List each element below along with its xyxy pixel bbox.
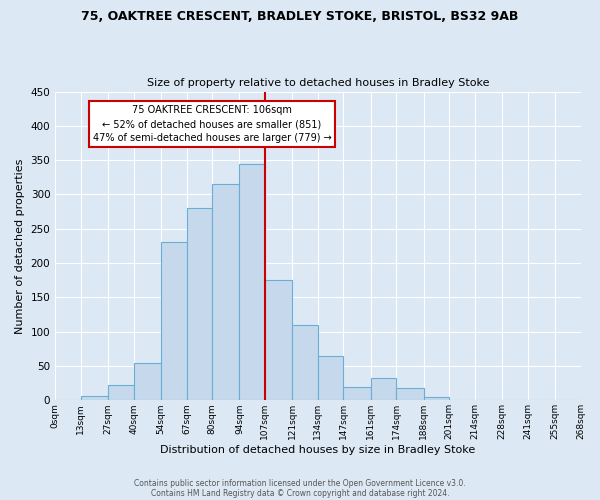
Bar xyxy=(265,280,292,400)
Bar xyxy=(396,388,424,400)
Bar xyxy=(371,378,396,400)
Text: 75 OAKTREE CRESCENT: 106sqm
← 52% of detached houses are smaller (851)
47% of se: 75 OAKTREE CRESCENT: 106sqm ← 52% of det… xyxy=(92,106,331,144)
Bar xyxy=(343,386,371,400)
Bar xyxy=(292,325,318,400)
Bar xyxy=(239,164,265,400)
Bar xyxy=(424,397,449,400)
Text: 75, OAKTREE CRESCENT, BRADLEY STOKE, BRISTOL, BS32 9AB: 75, OAKTREE CRESCENT, BRADLEY STOKE, BRI… xyxy=(82,10,518,23)
Y-axis label: Number of detached properties: Number of detached properties xyxy=(15,158,25,334)
Bar xyxy=(212,184,239,400)
Bar xyxy=(187,208,212,400)
Bar xyxy=(161,242,187,400)
Bar xyxy=(108,385,134,400)
Title: Size of property relative to detached houses in Bradley Stoke: Size of property relative to detached ho… xyxy=(146,78,489,88)
Text: Contains HM Land Registry data © Crown copyright and database right 2024.: Contains HM Land Registry data © Crown c… xyxy=(151,488,449,498)
X-axis label: Distribution of detached houses by size in Bradley Stoke: Distribution of detached houses by size … xyxy=(160,445,475,455)
Bar xyxy=(80,396,108,400)
Bar xyxy=(134,362,161,401)
Bar xyxy=(318,356,343,401)
Text: Contains public sector information licensed under the Open Government Licence v3: Contains public sector information licen… xyxy=(134,478,466,488)
